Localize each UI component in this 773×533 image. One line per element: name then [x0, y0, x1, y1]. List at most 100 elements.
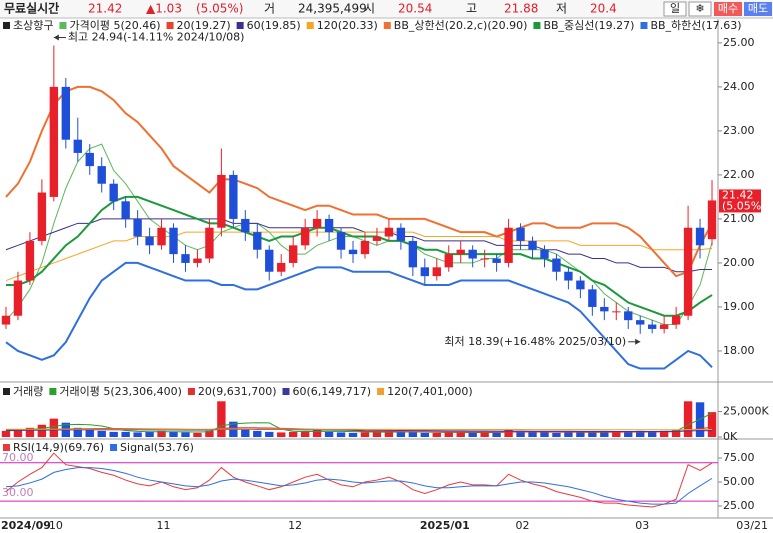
legend-swatch: [166, 22, 174, 29]
volume-bar: [600, 431, 609, 437]
candle-body: [683, 227, 693, 316]
candle-body: [133, 218, 142, 237]
candle-body: [37, 192, 47, 241]
button-frame[interactable]: [688, 1, 712, 17]
header-price: 21.42: [88, 2, 122, 16]
legend-swatch: [533, 22, 541, 29]
header-volume: 24,395,499: [298, 2, 367, 16]
legend-swatch: [236, 22, 244, 29]
volume-bar: [205, 430, 214, 437]
y-tick-label: 25,000K: [723, 405, 769, 418]
button-settings[interactable]: ❄: [695, 2, 704, 15]
y-tick-label: 18.00: [723, 344, 755, 357]
volume-bar: [121, 431, 130, 437]
volume-bar: [13, 429, 23, 437]
volume-bar: [444, 432, 453, 437]
candle-body: [73, 139, 82, 153]
volume-bar: [193, 432, 202, 437]
legend-label: 60(6,149,717): [293, 385, 372, 398]
candle-body: [588, 289, 597, 307]
candle-body: [516, 227, 525, 241]
y-tick-label: 23.00: [723, 124, 755, 137]
price-tag-label: 21.42: [722, 188, 754, 201]
candle-body: [360, 240, 370, 255]
volume-bar: [468, 432, 477, 437]
legend-label: 20(9,631,700): [198, 385, 277, 398]
candle-body: [372, 236, 382, 241]
volume-bar: [564, 432, 573, 437]
x-tick-label: 02: [516, 519, 530, 532]
legend-label: RSI(14,9)(69.76): [13, 441, 104, 454]
volume-bar: [612, 432, 621, 437]
legend-label: BB_중심선(19.27): [543, 19, 634, 32]
candle-body: [205, 227, 214, 259]
candle-body: [324, 218, 334, 233]
volume-bar: [169, 431, 178, 437]
volume-bar: [217, 401, 226, 437]
series-line: [5, 426, 713, 433]
candle-body: [432, 267, 441, 277]
candle-body: [25, 240, 35, 281]
candle-body: [217, 174, 226, 228]
volume-bar: [552, 432, 561, 437]
volume-bar: [671, 429, 681, 437]
candle-body: [612, 311, 621, 313]
candle-body: [492, 258, 501, 263]
candle-body: [13, 280, 23, 316]
volume-bar: [97, 430, 106, 437]
series-line: [5, 195, 713, 317]
header-high-label: 고: [466, 2, 477, 16]
candle-body: [671, 315, 681, 325]
candle-body: [121, 201, 130, 219]
legend-swatch: [3, 22, 10, 29]
candle-body: [564, 271, 573, 281]
x-tick-label: 10: [49, 519, 63, 532]
button-frame[interactable]: [714, 2, 742, 16]
legend-label: 거래이평 5(23,306,400): [59, 385, 182, 398]
header-low: 20.4: [590, 2, 617, 16]
y-tick-label: 22.00: [723, 168, 755, 181]
volume-bar: [659, 430, 669, 437]
header-high: 21.88: [504, 2, 538, 16]
annotation: 최저 18.39(+16.48% 2025/03/10): [444, 335, 626, 348]
candle-body: [468, 249, 477, 259]
candle-body: [600, 306, 609, 312]
button-frame[interactable]: [744, 2, 772, 16]
candle-body: [169, 227, 178, 255]
volume-bar: [408, 432, 418, 437]
candle-body: [241, 218, 250, 233]
legend-swatch: [110, 444, 118, 451]
y-tick-label: 24.00: [723, 80, 755, 93]
volume-bar: [636, 430, 645, 437]
volume-bar: [683, 401, 693, 437]
header-change: ▲1.03: [146, 2, 182, 16]
button-buy[interactable]: 매수: [718, 2, 738, 15]
volume-bar: [277, 432, 286, 437]
volume-bar: [384, 430, 394, 437]
y-tick-label: 21.00: [723, 212, 755, 225]
legend-swatch: [306, 22, 314, 29]
header-bar: [0, 0, 773, 18]
volume-bar: [624, 431, 633, 437]
series-line: [5, 85, 713, 278]
volume-bar: [241, 428, 250, 437]
legend-label: 가격이평 5(20.46): [69, 19, 160, 32]
button-frame[interactable]: [663, 1, 687, 17]
button-sell[interactable]: 매도: [748, 2, 768, 15]
legend-label: BB_하한선(17.63): [650, 18, 741, 32]
volume-bar: [253, 430, 262, 437]
series-line: [5, 467, 713, 505]
candle-body: [396, 227, 406, 241]
legend-label: 60(19.85): [247, 19, 301, 32]
series-line: [5, 231, 713, 282]
legend-swatch: [187, 388, 195, 395]
annotation: 최고 24.94(-14.11% 2024/10/08): [68, 31, 245, 44]
button-day[interactable]: 일: [670, 1, 680, 15]
volume-bar: [348, 432, 358, 437]
header-open: 20.54: [398, 2, 432, 16]
band-label: 70.00: [2, 451, 34, 464]
legend-label: Signal(53.76): [120, 441, 194, 454]
legend-label: 초상향구: [13, 19, 53, 32]
y-tick-label: 75.00: [723, 451, 755, 464]
legend-swatch: [49, 388, 57, 395]
